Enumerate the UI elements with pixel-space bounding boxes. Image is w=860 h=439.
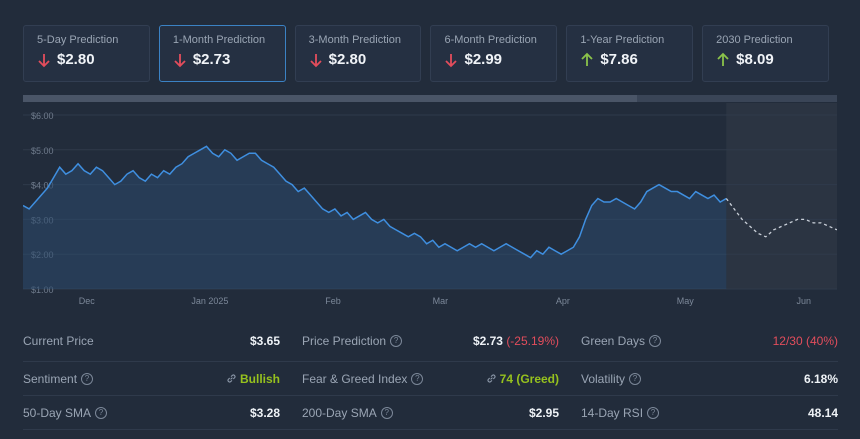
stat-label: Green Days: [581, 334, 646, 348]
card-value: $2.80: [328, 51, 367, 68]
stat-value: 6.18%: [803, 371, 838, 386]
stat-label: 14-Day RSI: [581, 405, 644, 420]
card-1-month[interactable]: 1-Month Prediction $2.73: [158, 25, 286, 82]
card-value: $7.86: [600, 51, 638, 68]
card-value: $2.99: [464, 51, 503, 68]
x-tick-label: Mar: [433, 296, 449, 306]
stat-label: Sentiment: [23, 371, 78, 386]
arrow-up-icon: [717, 52, 729, 66]
stat-change: (-25.19%): [506, 334, 559, 348]
stat-label: Current Price: [23, 334, 94, 348]
card-label: 1-Year Prediction: [580, 34, 665, 46]
card-label: 6-Month Prediction: [444, 34, 537, 46]
card-label: 1-Month Prediction: [172, 34, 266, 46]
stat-label: 200-Day SMA: [302, 405, 377, 420]
stat-value: 48.14: [807, 405, 838, 420]
help-icon[interactable]: ?: [81, 372, 94, 385]
arrow-down-icon: [38, 53, 50, 67]
price-line: [23, 145, 727, 259]
help-icon[interactable]: ?: [649, 335, 662, 347]
y-tick-label: $6.00: [31, 111, 54, 121]
stats-table: Current Price $3.65 Price Prediction? $2.7…: [23, 334, 838, 430]
card-1-year[interactable]: 1-Year Prediction $7.86: [566, 25, 694, 82]
stat-sentiment: Sentiment? Bullish: [23, 372, 302, 386]
stats-row: 50-Day SMA? $3.28 200-Day SMA? $2.95 14-Da…: [23, 396, 838, 430]
chart-range-scrollbar[interactable]: [23, 95, 837, 102]
y-tick-label: $5.00: [31, 146, 54, 156]
card-label: 3-Month Prediction: [308, 34, 401, 46]
stat-value: $2.95: [528, 405, 559, 420]
scrollbar-thumb[interactable]: [23, 95, 637, 102]
stat-fear-greed: Fear & Greed Index? 74 (Greed): [302, 372, 581, 386]
card-value: $2.73: [192, 51, 231, 68]
card-label: 5-Day Prediction: [37, 34, 119, 46]
forecast-region: [726, 103, 837, 289]
arrow-down-icon: [174, 53, 186, 67]
arrow-up-icon: [581, 52, 593, 66]
stat-label: 50-Day SMA: [23, 405, 92, 420]
stat-50-day-sma: 50-Day SMA? $3.28: [23, 406, 302, 420]
stat-current-price: Current Price $3.65: [23, 334, 302, 348]
stat-value: Bullish: [239, 371, 280, 386]
x-tick-label: Dec: [79, 296, 96, 306]
link-icon: [487, 374, 496, 383]
stat-200-day-sma: 200-Day SMA? $2.95: [302, 406, 581, 420]
stats-row: Sentiment? Bullish Fear & Greed Index? 74 …: [23, 362, 838, 396]
link-icon: [227, 374, 236, 383]
stats-row: Current Price $3.65 Price Prediction? $2.7…: [23, 334, 838, 362]
card-label: 2030 Prediction: [716, 34, 793, 46]
prediction-cards: 5-Day Prediction $2.80 1-Month Predictio…: [23, 25, 829, 82]
price-area: [23, 146, 727, 289]
card-value: $8.09: [736, 51, 774, 68]
x-tick-label: Jun: [797, 296, 812, 306]
stat-value: 12/30 (40%): [772, 334, 838, 348]
stat-14-day-rsi: 14-Day RSI? 48.14: [581, 406, 838, 420]
help-icon[interactable]: ?: [95, 406, 108, 419]
help-icon[interactable]: ?: [647, 406, 660, 419]
stat-value: $3.65: [249, 334, 280, 348]
stat-label: Price Prediction: [302, 334, 387, 348]
help-icon[interactable]: ?: [411, 372, 424, 385]
stat-value: $3.28: [249, 405, 280, 420]
stat-price-prediction: Price Prediction? $2.73 (-25.19%): [302, 334, 581, 348]
card-value: $2.80: [57, 51, 95, 68]
card-2030[interactable]: 2030 Prediction $8.09: [702, 25, 829, 82]
arrow-down-icon: [310, 53, 322, 67]
arrow-down-icon: [445, 53, 458, 67]
x-tick-label: Feb: [325, 296, 341, 306]
x-tick-label: Jan 2025: [191, 296, 228, 306]
help-icon[interactable]: ?: [380, 406, 393, 419]
sentiment-link[interactable]: Bullish: [226, 372, 280, 386]
stat-value: 74 (Greed): [499, 371, 559, 386]
stat-green-days: Green Days? 12/30 (40%): [581, 334, 838, 348]
fear-greed-link[interactable]: 74 (Greed): [486, 372, 559, 386]
x-tick-label: Apr: [556, 296, 570, 306]
card-6-month[interactable]: 6-Month Prediction $2.99: [430, 25, 558, 82]
y-tick-label: $4.00: [31, 181, 54, 191]
help-icon[interactable]: ?: [390, 335, 403, 347]
y-tick-label: $1.00: [31, 285, 54, 295]
forecast-line: [725, 198, 837, 238]
x-tick-label: May: [677, 296, 695, 306]
card-3-month[interactable]: 3-Month Prediction $2.80: [294, 25, 422, 82]
stat-value: $2.73: [472, 334, 503, 348]
help-icon[interactable]: ?: [629, 372, 642, 385]
card-5-day[interactable]: 5-Day Prediction $2.80: [23, 25, 150, 82]
stat-volatility: Volatility? 6.18%: [581, 372, 838, 386]
stat-label: Volatility: [581, 371, 626, 386]
stat-label: Fear & Greed Index: [302, 371, 408, 386]
